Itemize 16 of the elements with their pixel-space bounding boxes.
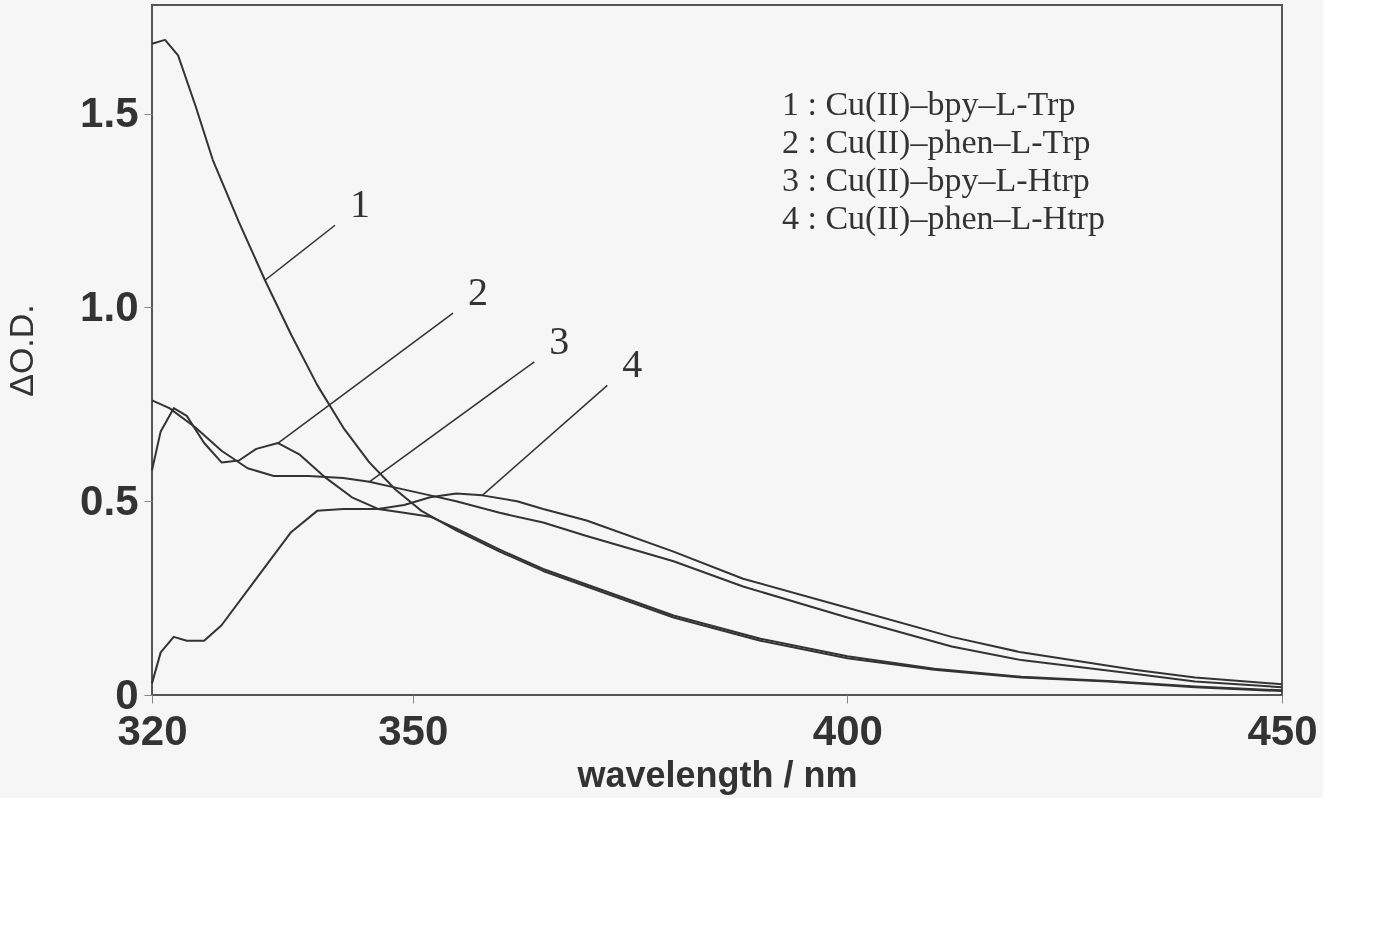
annotation: 2 : Cu(II)–phen–L-Trp: [782, 123, 1091, 161]
x-tick-label: 350: [378, 706, 449, 754]
annotation: 3 : Cu(II)–bpy–L-Htrp: [782, 161, 1090, 199]
annotation: 4 : Cu(II)–phen–L-Htrp: [782, 199, 1105, 237]
text: 3: [549, 317, 570, 363]
text: 1: [350, 181, 370, 227]
y-tick-label: 0.5: [80, 476, 139, 524]
x-tick-label: 450: [1247, 706, 1318, 754]
y-tick-label: 1.0: [80, 282, 139, 330]
annotation: 1 : Cu(II)–bpy–L-Trp: [782, 85, 1076, 123]
text: 4: [622, 341, 643, 387]
x-tick-label: 400: [812, 706, 883, 754]
text: 2: [468, 269, 489, 315]
y-tick-label: 1.5: [80, 89, 139, 137]
y-axis-title: ΔO.D.: [2, 304, 41, 397]
x-axis-title: wavelength / nm: [576, 753, 858, 795]
